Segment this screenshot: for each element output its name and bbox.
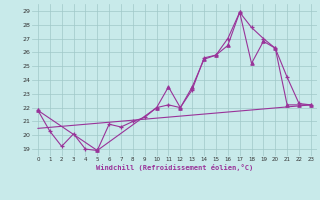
X-axis label: Windchill (Refroidissement éolien,°C): Windchill (Refroidissement éolien,°C): [96, 164, 253, 171]
